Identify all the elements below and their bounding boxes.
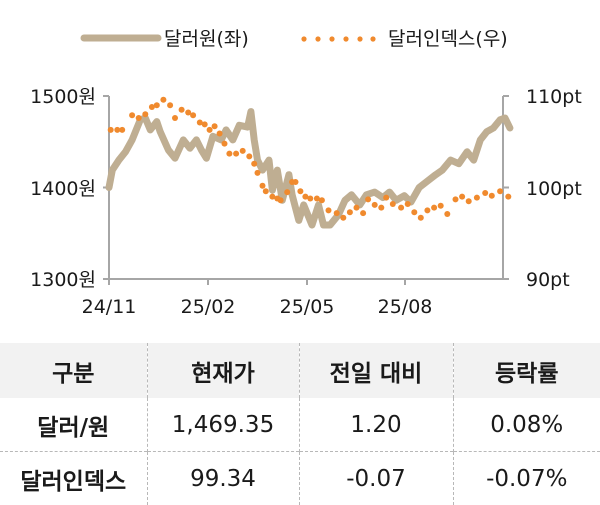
legend-won-label: 달러원(좌) — [164, 28, 249, 50]
index-data-point — [340, 215, 346, 221]
right-tick-labels: 110pt 100pt 90pt — [526, 86, 582, 291]
legend: 달러원(좌) 달러인덱스(우) — [84, 28, 508, 50]
index-data-point — [202, 121, 208, 127]
index-data-point — [354, 205, 360, 211]
index-data-point — [431, 205, 437, 211]
index-data-point — [489, 193, 495, 199]
index-data-point — [383, 195, 389, 201]
table-row: 달러/원 1,469.35 1.20 0.08% — [0, 398, 600, 452]
right-tick-label: 90pt — [526, 269, 570, 291]
row-change: -0.07 — [299, 452, 453, 505]
row-rate: 0.08% — [453, 398, 600, 452]
row-price: 99.34 — [147, 452, 299, 505]
row-rate: -0.07% — [453, 452, 600, 505]
index-data-point — [390, 201, 396, 207]
index-data-point — [411, 209, 417, 215]
index-data-point — [167, 102, 173, 108]
index-data-point — [233, 151, 239, 157]
index-data-point — [347, 209, 353, 215]
index-data-point — [251, 161, 257, 167]
left-tick-label: 1500원 — [30, 86, 96, 108]
index-data-point — [474, 195, 480, 201]
index-data-point — [293, 179, 299, 185]
index-data-point — [307, 196, 313, 202]
won-series-line — [109, 112, 510, 225]
index-data-point — [438, 203, 444, 209]
x-tick-label: 25/02 — [181, 296, 236, 318]
index-data-point — [334, 210, 340, 216]
index-data-point — [212, 123, 218, 129]
axes — [103, 96, 509, 285]
header-current-price: 현재가 — [147, 343, 299, 398]
index-data-point — [217, 131, 223, 137]
index-data-point — [418, 215, 424, 221]
index-data-point — [226, 151, 232, 157]
index-data-point — [459, 194, 465, 200]
x-tick-label: 25/05 — [280, 296, 335, 318]
index-data-point — [319, 197, 325, 203]
index-data-point — [497, 188, 503, 194]
index-data-point — [240, 148, 246, 154]
index-data-point — [398, 205, 404, 211]
left-tick-labels: 1500원 1400원 1300원 — [30, 86, 96, 291]
index-data-point — [154, 102, 160, 108]
right-tick-label: 100pt — [526, 178, 582, 200]
index-data-point — [119, 127, 125, 133]
index-data-point — [190, 112, 196, 118]
left-tick-label: 1300원 — [30, 269, 96, 291]
index-data-point — [482, 190, 488, 196]
index-data-point — [378, 205, 384, 211]
index-data-point — [444, 211, 450, 217]
index-data-point — [505, 194, 511, 200]
row-name: 달러인덱스 — [0, 452, 147, 505]
index-data-point — [255, 170, 261, 176]
header-change: 전일 대비 — [299, 343, 453, 398]
exchange-rate-chart: 달러원(좌) 달러인덱스(우) 1500원 1400원 1300원 110pt … — [0, 0, 600, 335]
header-change-rate: 등락률 — [453, 343, 600, 398]
index-data-point — [172, 115, 178, 121]
index-data-point — [284, 189, 290, 195]
x-tick-label: 25/08 — [378, 296, 433, 318]
index-data-point — [142, 111, 148, 117]
index-data-point — [424, 207, 430, 213]
right-tick-label: 110pt — [526, 86, 582, 108]
index-data-point — [466, 198, 472, 204]
index-data-point — [360, 210, 366, 216]
index-data-point — [207, 127, 213, 133]
header-category: 구분 — [0, 343, 147, 398]
index-data-point — [260, 183, 266, 189]
left-tick-label: 1400원 — [30, 178, 96, 200]
index-data-point — [136, 115, 142, 121]
index-data-point — [179, 107, 185, 113]
index-data-point — [326, 207, 332, 213]
index-data-point — [160, 97, 166, 103]
row-price: 1,469.35 — [147, 398, 299, 452]
table-row: 달러인덱스 99.34 -0.07 -0.07% — [0, 452, 600, 505]
table-header-row: 구분 현재가 전일 대비 등락률 — [0, 343, 600, 398]
index-data-point — [246, 153, 252, 159]
index-data-point — [405, 201, 411, 207]
index-data-point — [365, 196, 371, 202]
legend-index-label: 달러인덱스(우) — [388, 28, 508, 50]
row-name: 달러/원 — [0, 398, 147, 452]
quote-table: 구분 현재가 전일 대비 등락률 달러/원 1,469.35 1.20 0.08… — [0, 343, 600, 505]
index-data-point — [263, 188, 269, 194]
x-tick-label: 24/11 — [82, 296, 137, 318]
index-data-point — [372, 202, 378, 208]
index-data-point — [108, 127, 114, 133]
legend-index-dots-icon — [301, 36, 375, 41]
index-data-point — [453, 196, 459, 202]
row-change: 1.20 — [299, 398, 453, 452]
x-tick-labels: 24/11 25/02 25/05 25/08 — [82, 296, 433, 318]
index-data-point — [129, 112, 135, 118]
index-data-point — [222, 141, 228, 147]
index-data-point — [278, 197, 284, 203]
index-data-point — [297, 188, 303, 194]
